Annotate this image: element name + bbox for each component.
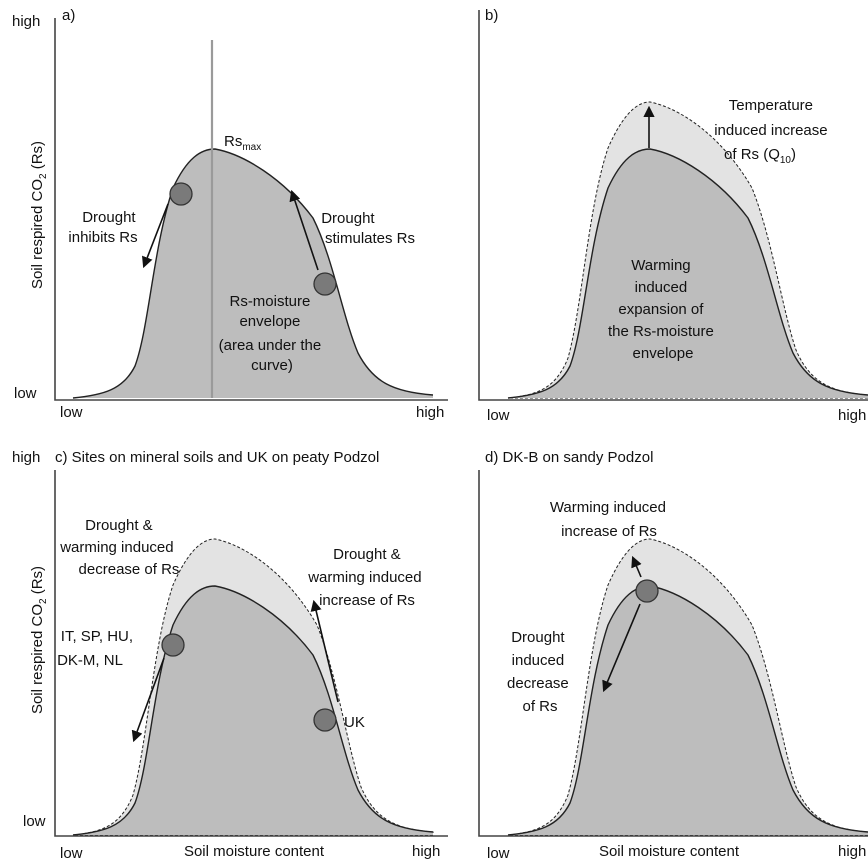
- axis-c: [54, 470, 448, 837]
- dot-inhibits: [169, 182, 193, 206]
- arrow-stimulates: [289, 189, 319, 271]
- y-axis-title-text: Soil respired CO: [29, 179, 46, 289]
- panel-d-title: d) DK-B on sandy Podzol: [485, 449, 653, 466]
- panel-c: high low c) Sites on mineral soils and U…: [12, 449, 448, 862]
- sites-label: IT, SP, HU, DK-M, NL: [57, 628, 137, 669]
- y-axis-title-top: Soil respired CO2 (Rs): [29, 141, 49, 289]
- arrow-increase: [310, 599, 339, 703]
- y-axis-title-bottom: Soil respired CO2 (Rs): [29, 566, 49, 714]
- y-low-label: low: [23, 813, 46, 830]
- dot-uk: [313, 708, 337, 732]
- x-high-label: high: [838, 843, 866, 860]
- axis-a: [54, 18, 448, 401]
- temperature-label: Temperature induced increase of Rs (Q10): [714, 97, 832, 166]
- y-axis-title-post: (Rs): [29, 141, 46, 174]
- dot-sites: [161, 633, 185, 657]
- panel-c-title: c) Sites on mineral soils and UK on peat…: [55, 449, 379, 466]
- x-high-label: high: [412, 843, 440, 860]
- warming-envelope-label: Warming induced expansion of the Rs-mois…: [608, 257, 718, 362]
- envelope-label: Rs-moisture envelope (area under the cur…: [219, 293, 326, 374]
- drought-inhibits-label: Drought inhibits Rs: [68, 209, 139, 246]
- panel-a-letter: a): [62, 7, 75, 24]
- uk-label: UK: [344, 714, 365, 731]
- panel-b: b) Temperature induced increase of Rs (Q…: [478, 7, 868, 424]
- y-axis-title-sub: 2: [38, 173, 49, 179]
- x-axis-title: Soil moisture content: [184, 843, 325, 860]
- warming-increase-label: Warming induced increase of Rs: [550, 499, 670, 540]
- x-low-label: low: [60, 845, 83, 862]
- dot-dkb: [635, 579, 659, 603]
- y-low-label: low: [14, 385, 37, 402]
- decrease-label: Drought & warming induced decrease of Rs: [59, 517, 179, 578]
- axis-d: [478, 470, 868, 837]
- panel-b-letter: b): [485, 7, 498, 24]
- x-high-label: high: [416, 404, 444, 421]
- y-high-label: high: [12, 13, 40, 30]
- x-high-label: high: [838, 407, 866, 424]
- dot-stimulates: [313, 272, 337, 296]
- x-low-label: low: [60, 404, 83, 421]
- arrow-decrease: [131, 657, 165, 743]
- x-low-label: low: [487, 407, 510, 424]
- drought-decrease-label: Drought induced decrease of Rs: [507, 629, 573, 715]
- axis-b: [478, 10, 868, 401]
- panel-a: high low a) Soil respired CO2 (Rs) Rsmax…: [12, 7, 448, 421]
- increase-label: Drought & warming induced increase of Rs: [307, 546, 426, 609]
- y-high-label: high: [12, 449, 40, 466]
- arrow-drought: [602, 603, 641, 693]
- arrow-inhibits: [142, 203, 169, 269]
- x-low-label: low: [487, 845, 510, 862]
- drought-stimulates-label: Drought stimulates Rs: [321, 210, 415, 247]
- svg-text:Soil respired CO2 (Rs): Soil respired CO2 (Rs): [29, 566, 49, 714]
- x-axis-title: Soil moisture content: [599, 843, 740, 860]
- arrow-warming: [631, 555, 642, 578]
- svg-text:Soil respired CO2 (Rs): Soil respired CO2 (Rs): [29, 141, 49, 289]
- rs-max-label: Rsmax: [224, 133, 261, 153]
- panel-d: d) DK-B on sandy Podzol Warming induced …: [478, 449, 868, 862]
